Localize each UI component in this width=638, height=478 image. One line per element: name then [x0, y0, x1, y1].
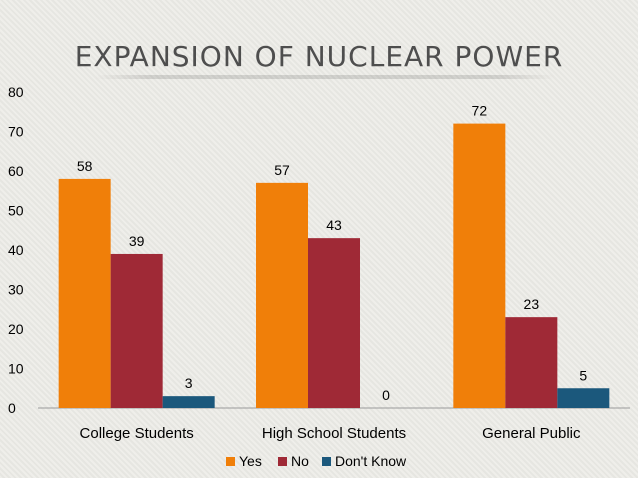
legend-swatch — [278, 457, 287, 466]
y-tick-label: 50 — [8, 203, 24, 219]
bar — [162, 396, 215, 408]
legend-label: Yes — [239, 453, 262, 469]
legend-label: Don't Know — [335, 453, 407, 469]
data-label: 39 — [129, 233, 145, 249]
bar — [308, 238, 360, 408]
x-tick-label: High School Students — [262, 425, 406, 442]
bars — [58, 123, 610, 408]
data-label: 5 — [579, 367, 587, 383]
data-label: 0 — [382, 387, 390, 403]
legend-swatch — [322, 457, 331, 466]
data-label: 3 — [185, 375, 193, 391]
bar — [58, 178, 111, 408]
y-tick-label: 20 — [8, 321, 24, 337]
title-underline — [95, 75, 555, 79]
x-tick-label: General Public — [482, 425, 581, 442]
legend: Yes No Don't Know — [226, 453, 407, 469]
x-tick-label: College Students — [80, 425, 194, 442]
bar — [557, 388, 610, 408]
page-title: EXPANSION OF NUCLEAR POWER — [74, 40, 564, 73]
data-label: 43 — [326, 217, 342, 233]
bar — [256, 182, 308, 408]
y-tick-label: 10 — [8, 361, 24, 377]
data-label: 23 — [524, 296, 540, 312]
bar — [453, 123, 506, 408]
data-label: 58 — [77, 158, 93, 174]
y-tick-label: 70 — [8, 124, 24, 140]
bar — [505, 317, 558, 408]
legend-swatch — [226, 457, 235, 466]
data-label: 72 — [472, 103, 488, 119]
y-tick-label: 80 — [8, 84, 24, 100]
y-tick-label: 60 — [8, 163, 24, 179]
data-label: 57 — [274, 162, 290, 178]
y-tick-label: 30 — [8, 282, 24, 298]
legend-label: No — [291, 453, 309, 469]
x-axis: College Students High School Students Gene… — [80, 425, 581, 442]
data-labels: 58 39 3 57 43 0 72 23 5 — [77, 103, 588, 403]
y-tick-label: 0 — [8, 400, 16, 416]
bar — [110, 253, 163, 408]
y-tick-label: 40 — [8, 242, 24, 258]
